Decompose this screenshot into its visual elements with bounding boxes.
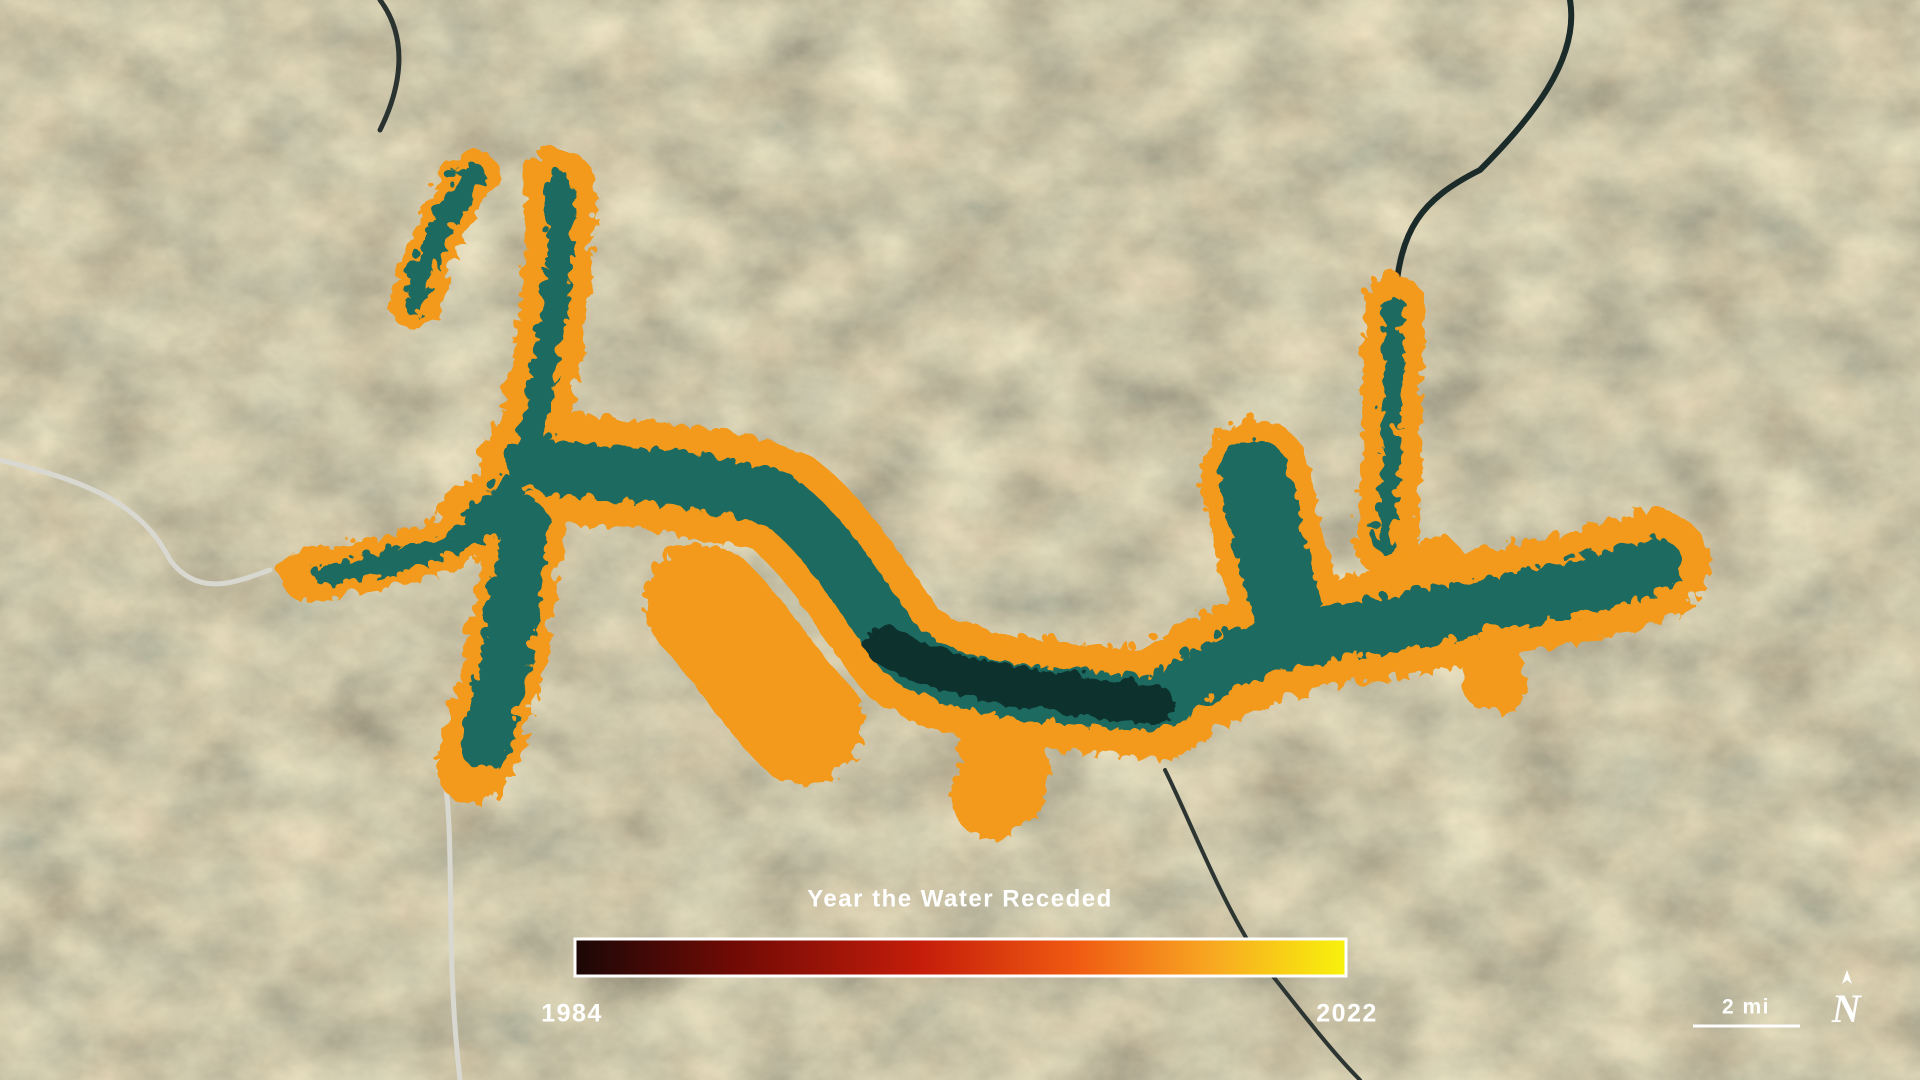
- north-arrow: [1842, 970, 1852, 984]
- legend-title: Year the Water Receded: [807, 885, 1113, 912]
- lake: [275, 145, 1705, 835]
- legend-max: 2022: [1316, 1000, 1378, 1028]
- colorbar: [573, 937, 1348, 978]
- rivers: [0, 0, 1575, 1080]
- scale-label: 2 mi: [1722, 996, 1770, 1019]
- north-label: N: [1831, 986, 1863, 1031]
- legend-min: 1984: [541, 1000, 603, 1028]
